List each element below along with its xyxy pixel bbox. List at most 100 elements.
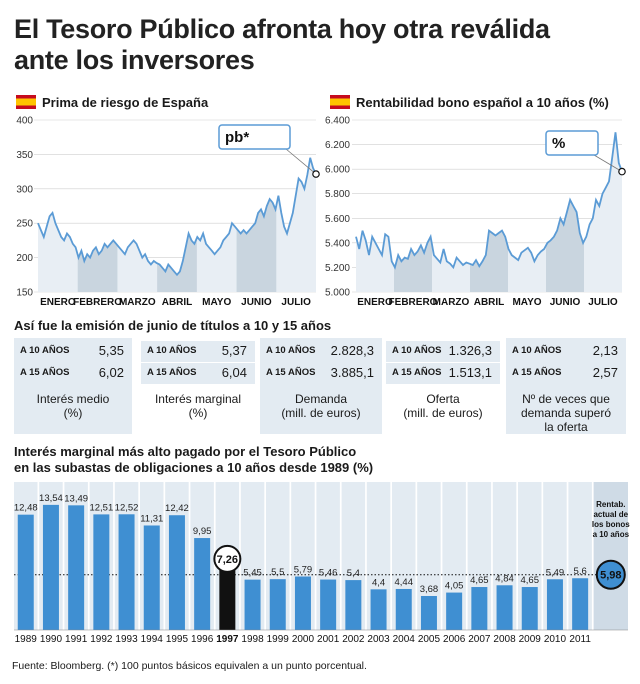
bar-2004 [395, 588, 412, 630]
bar-2011 [572, 578, 589, 630]
y-tick-label: 5.800 [325, 189, 350, 200]
callout-value: pb* [225, 129, 249, 146]
y-tick-label: 6.000 [325, 165, 350, 176]
table-title: Así fue la emisión de junio de títulos a… [14, 318, 332, 333]
y-tick-label: 6.200 [325, 140, 350, 151]
bar-label: 12,52 [115, 502, 139, 513]
month-label: JUNIO [241, 297, 272, 308]
reference-value: 5,98 [600, 570, 621, 582]
year-label: 2004 [393, 634, 416, 645]
row-key: A 15 AÑOS [512, 367, 562, 378]
row-15y: A 15 AÑOS 2,57 [506, 363, 626, 384]
y-tick-label: 350 [16, 150, 33, 161]
bar-1994 [143, 525, 160, 630]
month-label: FEBRERO [389, 297, 438, 308]
month-label: ENERO [357, 297, 393, 308]
bar-label: 3,68 [420, 584, 439, 595]
y-tick-label: 400 [16, 116, 33, 127]
bar-column-bg [114, 482, 139, 630]
row-10y: A 10 AÑOS 2.828,3 [260, 341, 382, 362]
row-key: A 10 AÑOS [147, 345, 197, 356]
bar-column-bg [165, 482, 189, 630]
bar-1990 [42, 504, 59, 630]
bar-column-bg [417, 482, 441, 630]
bar-label: 4,65 [470, 575, 489, 586]
bar-column-bg [568, 482, 592, 630]
bar-2007 [471, 587, 488, 630]
row-15y: A 15 AÑOS 6,04 [141, 363, 255, 384]
spain-flag-icon [330, 95, 350, 109]
year-label: 2000 [292, 634, 315, 645]
bar-column-bg [140, 482, 164, 630]
bar-column-bg [266, 482, 290, 630]
bar-column-bg [190, 482, 214, 630]
bar-column-bg [215, 482, 240, 630]
bar-1992 [93, 514, 110, 630]
group-caption: Demanda (mill. de euros) [281, 392, 361, 420]
month-label: JULIO [588, 297, 618, 308]
bar-column-bg [543, 482, 567, 630]
bar-chart-title: Interés marginal más alto pagado por el … [14, 444, 374, 475]
callout-value: % [552, 135, 565, 152]
month-band [394, 132, 432, 292]
row-key: A 10 AÑOS [20, 345, 70, 356]
y-tick-label: 6.400 [325, 116, 350, 127]
year-label: 1996 [191, 634, 214, 645]
group-caption: Oferta (mill. de euros) [403, 392, 483, 420]
bar-label: 12,42 [165, 503, 189, 514]
bar-column-bg [518, 482, 542, 630]
bar-column-bg [14, 482, 38, 630]
line-area [38, 157, 316, 292]
bar-2003 [370, 589, 387, 630]
bar-label: 4,05 [445, 581, 464, 592]
bar-label: 13,54 [39, 493, 63, 504]
end-point [618, 167, 626, 176]
year-label: 2008 [493, 634, 516, 645]
row-10y: A 10 AÑOS 1.326,3 [386, 341, 500, 362]
reference-column-bg [593, 482, 628, 630]
y-tick-label: 5.200 [325, 263, 350, 274]
row-value: 1.326,3 [448, 343, 492, 358]
row-10y: A 10 AÑOS 2,13 [506, 341, 626, 362]
row-value: 5,35 [98, 343, 124, 358]
bar-label: 4,4 [372, 577, 385, 588]
bond-yield-title: Rentabilidad bono español a 10 años (%) [330, 95, 609, 110]
bar-label: 5,4 [347, 568, 360, 579]
bar-label: 11,31 [140, 513, 163, 524]
year-label: 1990 [40, 634, 63, 645]
bar-2009 [521, 587, 538, 630]
year-label: 1991 [65, 634, 88, 645]
y-tick-label: 5.600 [325, 214, 350, 225]
bar-label: 4,65 [521, 575, 540, 586]
bar-1996 [194, 538, 211, 630]
table-group: A 10 AÑOS 1.326,3 A 15 AÑOS 1.513,1 Oferta (m… [386, 338, 500, 434]
row-value: 5,37 [221, 343, 247, 358]
bar-2005 [420, 595, 437, 630]
year-label: 2006 [443, 634, 466, 645]
y-tick-label: 5.400 [325, 238, 350, 249]
row-key: A 10 AÑOS [392, 345, 442, 356]
month-band [157, 157, 197, 292]
bar-label: 5,45 [243, 568, 262, 579]
bar-column-bg [467, 482, 492, 630]
line-area [356, 132, 622, 292]
bar-column-bg [64, 482, 88, 630]
bar-label: 12,51 [89, 502, 113, 513]
bar-1999 [269, 579, 286, 630]
bar-1998 [244, 579, 261, 630]
bar-label: 5,46 [319, 568, 338, 579]
bar-1989 [17, 514, 34, 630]
table-group: A 10 AÑOS 2,13 A 15 AÑOS 2,57 Nº de veces qu… [506, 338, 626, 434]
year-label: 2011 [569, 634, 591, 645]
group-caption: Interés medio (%) [36, 392, 110, 420]
reference-note: Rentab. [596, 500, 625, 509]
row-15y: A 15 AÑOS 3.885,1 [260, 363, 382, 384]
end-point [312, 170, 320, 178]
row-15y: A 15 AÑOS 6,02 [14, 363, 132, 384]
month-band [236, 157, 277, 292]
month-label: JULIO [281, 297, 311, 308]
bar-chart: 12,48 1989 13,54 1990 13,49 1991 12,51 1992 12,5… [14, 482, 630, 645]
year-label: 1998 [241, 634, 264, 645]
bar-2008 [496, 585, 513, 630]
table-group: A 10 AÑOS 5,35 A 15 AÑOS 6,02 Interés medio(… [14, 338, 132, 434]
